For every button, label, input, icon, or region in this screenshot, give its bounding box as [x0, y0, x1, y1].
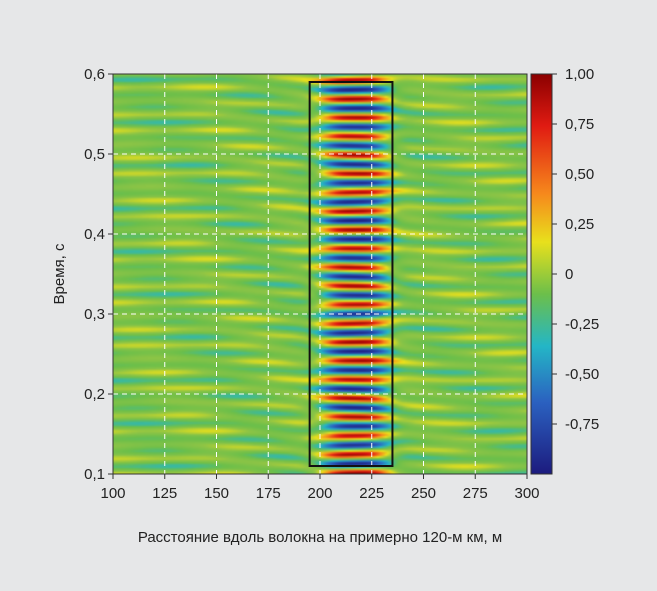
x-axis-label: Расстояние вдоль волокна на примерно 120…: [138, 529, 502, 546]
axis-ticks: 100 125 150 175 200 225 250 275 300 0,1 0,2 0,3 0,4 0…: [84, 66, 539, 502]
y-tick-label: 0,2: [84, 386, 105, 403]
grid: [113, 74, 527, 474]
y-tick-label: 0,5: [84, 146, 105, 163]
colorbar-tick-label: -0,25: [565, 316, 599, 333]
colorbar: 1,00 0,75 0,50 0,25 0 -0,25 -0,50 -0,75: [530, 66, 599, 475]
x-tick-label: 225: [359, 485, 384, 502]
y-tick-label: 0,1: [84, 466, 105, 483]
x-tick-label: 300: [514, 485, 539, 502]
colorbar-tick-label: 1,00: [565, 66, 594, 83]
x-tick-label: 150: [204, 485, 229, 502]
x-tick-label: 125: [152, 485, 177, 502]
colorbar-gradient: [530, 73, 553, 475]
y-tick-label: 0,4: [84, 226, 105, 243]
x-tick-label: 275: [463, 485, 488, 502]
colorbar-tick-label: -0,75: [565, 416, 599, 433]
x-tick-label: 175: [256, 485, 281, 502]
x-tick-label: 250: [411, 485, 436, 502]
highlight-box: [308, 81, 394, 467]
colorbar-ticks: 1,00 0,75 0,50 0,25 0 -0,25 -0,50 -0,75: [552, 66, 599, 433]
y-tick-label: 0,3: [84, 306, 105, 323]
colorbar-tick-label: 0,50: [565, 166, 594, 183]
x-tick-label: 200: [307, 485, 332, 502]
y-axis-label: Время, с: [51, 243, 68, 304]
x-tick-label: 100: [100, 485, 125, 502]
colorbar-tick-label: 0,25: [565, 216, 594, 233]
colorbar-tick-label: -0,50: [565, 366, 599, 383]
y-tick-label: 0,6: [84, 66, 105, 83]
colorbar-tick-label: 0,75: [565, 116, 594, 133]
colorbar-tick-label: 0: [565, 266, 573, 283]
